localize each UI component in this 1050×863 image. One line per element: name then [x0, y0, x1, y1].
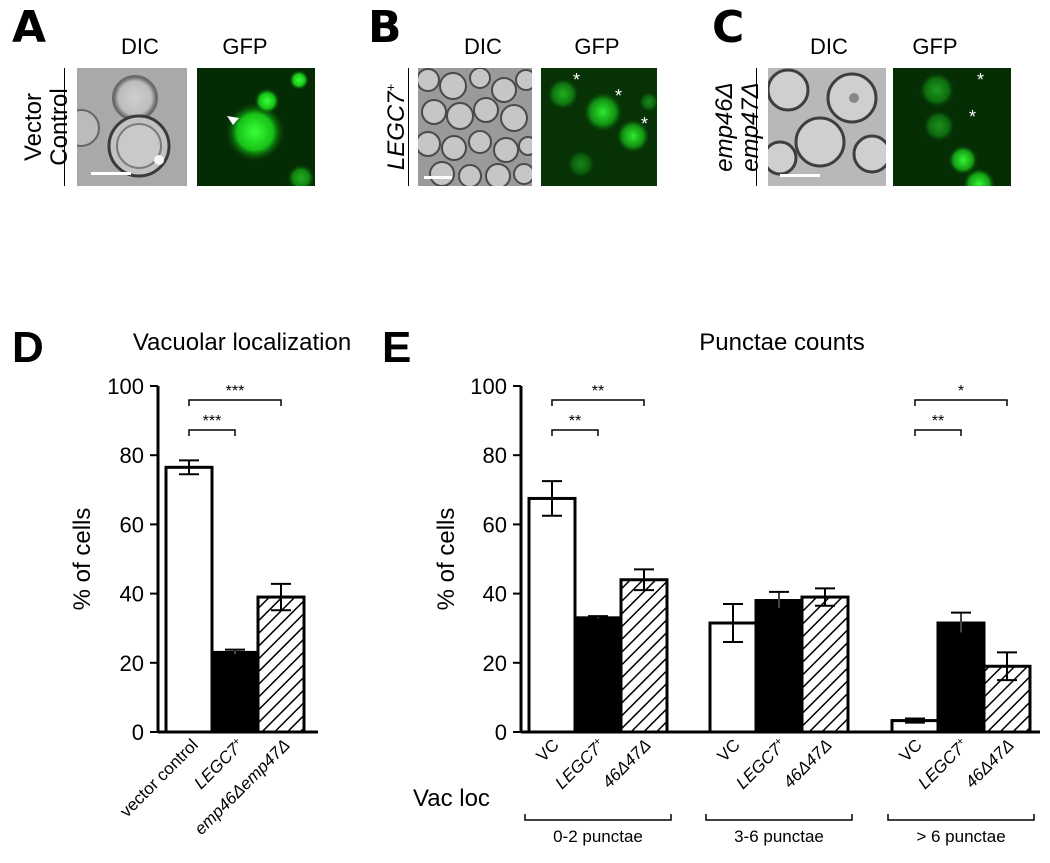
panel-b-gfp-image: * * *	[541, 68, 657, 186]
svg-text:*: *	[641, 114, 648, 134]
panel-c-gfp-label: GFP	[912, 34, 958, 59]
chart-e-significance-bracket	[914, 429, 962, 436]
panel-c-dic-label: DIC	[810, 34, 848, 59]
svg-text:*: *	[969, 107, 976, 127]
chart-d-y-tick-label: 100	[107, 374, 144, 399]
chart-e-bar-label: 46Δ47Δ	[780, 735, 836, 791]
chart-e-significance-label: **	[569, 413, 581, 430]
chart-d-significance-label: ***	[203, 413, 222, 430]
chart-e-row-label: Vac loc	[413, 785, 490, 812]
chart-d: D Vacuolar localization 0 20 40 60 80 100 % of c…	[12, 323, 351, 838]
chart-d-bar	[164, 465, 214, 734]
chart-e-bar-label: 46Δ47Δ	[599, 735, 655, 791]
svg-text:*: *	[615, 86, 622, 106]
panel-a-gfp-image	[197, 68, 315, 186]
chart-d-significance-bracket	[188, 399, 282, 406]
chart-e-bar-label: LEGC7+	[551, 735, 609, 793]
chart-e-bar-label: VC	[714, 735, 744, 765]
chart-e-group-bracket	[705, 814, 853, 821]
chart-e-significance-bracket	[914, 399, 1008, 406]
panel-c-dic-image	[768, 68, 886, 186]
chart-e-bar	[619, 578, 669, 734]
chart-e-bar	[936, 621, 986, 734]
chart-e-bar	[754, 599, 804, 734]
chart-e-significance-bracket	[551, 399, 645, 406]
panel-a-dic-label: DIC	[121, 34, 159, 59]
chart-e-y-tick-label: 80	[483, 443, 507, 468]
panel-b-dic-label: DIC	[464, 34, 502, 59]
svg-text:*: *	[573, 70, 580, 90]
chart-d-y-tick-label: 40	[120, 582, 144, 607]
chart-d-y-tick-label: 20	[120, 651, 144, 676]
panel-a-dic-image	[77, 68, 187, 186]
svg-text:*: *	[977, 70, 984, 90]
panel-b-dic-image	[418, 68, 532, 186]
chart-e-group-bracket	[524, 814, 672, 821]
chart-e-significance-label: **	[592, 383, 604, 400]
panel-letter-d: D	[12, 323, 44, 372]
panel-letter-e: E	[382, 323, 411, 372]
chart-d-y-axis-label: % of cells	[69, 508, 96, 611]
chart-e-bar-label: LEGC7+	[732, 735, 790, 793]
chart-e-significance-bracket	[551, 429, 599, 436]
chart-e-bar	[573, 616, 623, 734]
panel-b-gfp-label: GFP	[574, 34, 620, 59]
chart-e-bar	[800, 595, 850, 734]
chart-e-bar-label: VC	[896, 735, 926, 765]
chart-e-bar-label: 46Δ47Δ	[962, 735, 1018, 791]
panel-c-gfp-image: * *	[893, 68, 1011, 186]
chart-d-bar	[256, 595, 306, 734]
chart-e-bar-label: LEGC7+	[914, 735, 972, 793]
chart-d-y-tick-label: 0	[132, 720, 144, 745]
chart-e-title: Punctae counts	[699, 329, 864, 356]
chart-e-group-label: > 6 punctae	[916, 827, 1005, 846]
chart-d-significance-label: ***	[226, 383, 245, 400]
chart-e-y-tick-label: 100	[470, 374, 507, 399]
chart-d-category-label: vector control	[116, 735, 202, 821]
panel-letter-a: A	[12, 2, 47, 53]
chart-e-y-tick-label: 0	[495, 720, 507, 745]
panel-b-divider	[408, 68, 409, 186]
chart-d-y-tick-label: 80	[120, 443, 144, 468]
chart-d-significance-bracket	[188, 429, 236, 436]
chart-e-group-label: 0-2 punctae	[553, 827, 643, 846]
panel-a-gfp-label: GFP	[222, 34, 268, 59]
chart-d-y-tick-label: 60	[120, 512, 144, 537]
chart-e-bar	[527, 496, 577, 734]
chart-e-significance-label: *	[958, 383, 964, 400]
chart-e-y-tick-label: 20	[483, 651, 507, 676]
chart-e-bar-label: VC	[533, 735, 563, 765]
chart-d-bar	[210, 650, 260, 734]
panel-a-divider	[64, 68, 65, 186]
chart-e-significance-label: **	[932, 413, 944, 430]
chart-d-title: Vacuolar localization	[133, 329, 351, 356]
chart-e-y-tick-label: 40	[483, 582, 507, 607]
chart-e-y-tick-label: 60	[483, 512, 507, 537]
panel-letter-c: C	[712, 2, 745, 53]
chart-e-y-axis-label: % of cells	[433, 508, 460, 611]
panel-letter-b: B	[368, 2, 402, 53]
chart-e-group-bracket	[887, 814, 1035, 821]
panel-c-divider	[756, 68, 757, 186]
chart-e-group-label: 3-6 punctae	[734, 827, 824, 846]
